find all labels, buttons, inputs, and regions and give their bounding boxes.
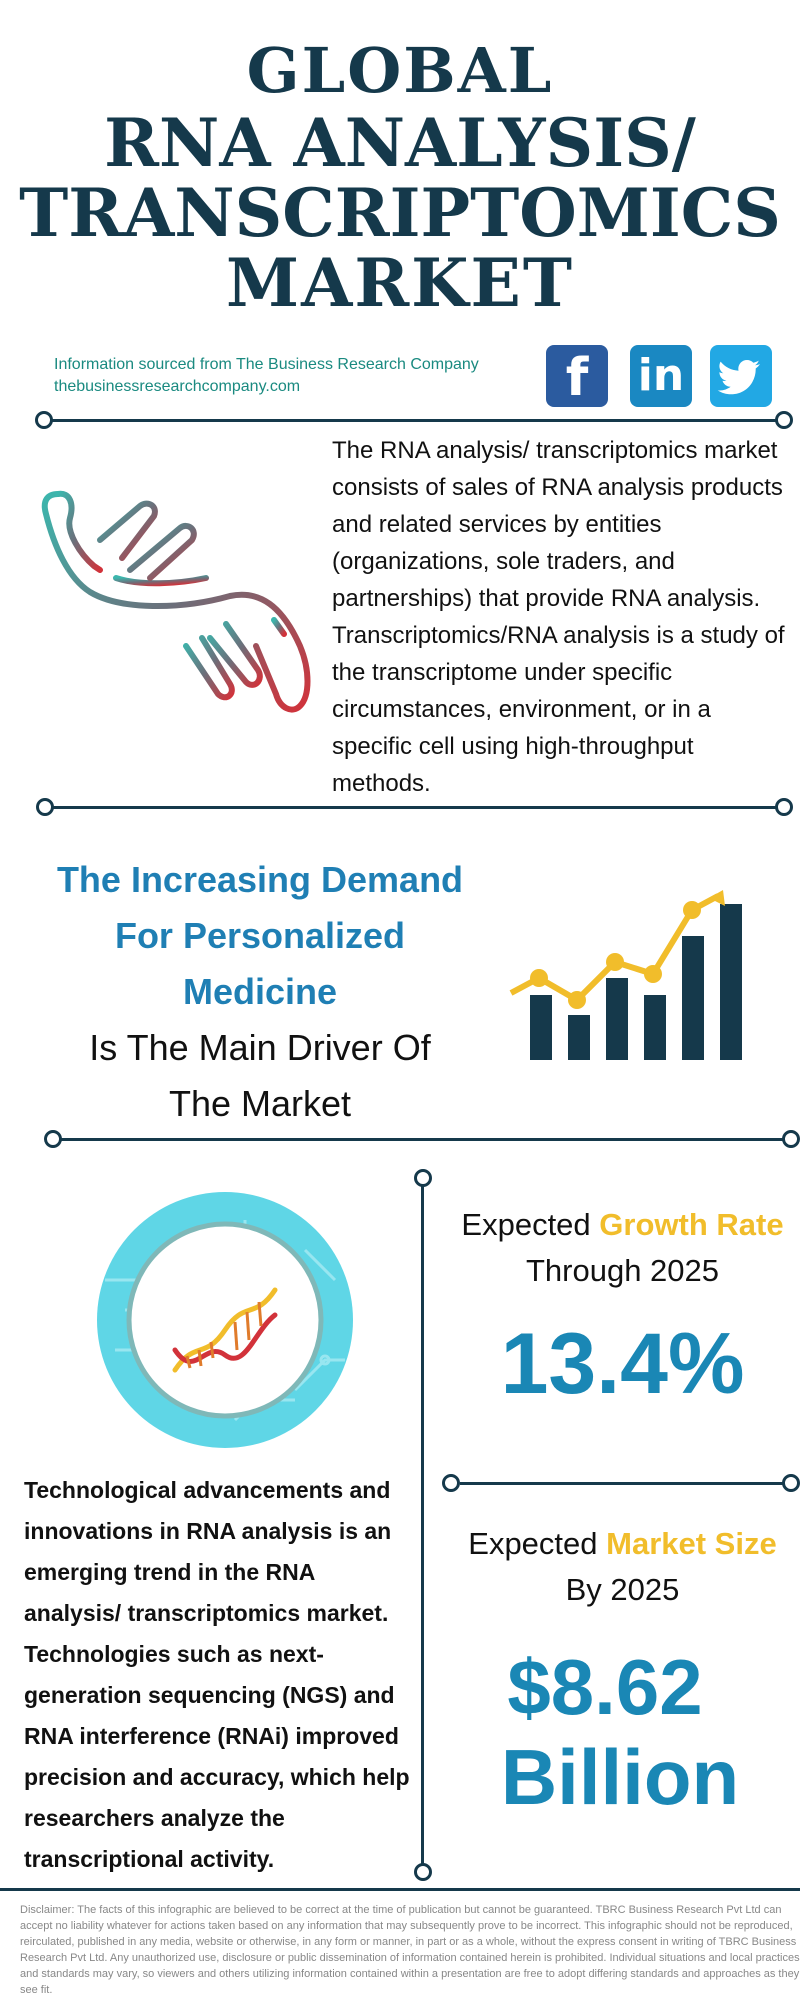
trend-paragraph: Technological advancements and innovatio… bbox=[24, 1477, 410, 1872]
market-size-period: By 2025 bbox=[565, 1572, 680, 1607]
vertical-divider-top-dot bbox=[414, 1169, 432, 1187]
growth-rate-period: Through 2025 bbox=[525, 1253, 720, 1288]
intro-paragraph: The RNA analysis/ transcriptomics market… bbox=[332, 437, 785, 797]
growth-rate-accent: Growth Rate bbox=[599, 1207, 784, 1242]
driver-line-4: Is The Main Driver Of bbox=[89, 1027, 431, 1068]
divider-3-left-dot bbox=[44, 1130, 62, 1148]
growth-chart-icon bbox=[509, 890, 742, 1060]
footer-divider bbox=[0, 1888, 800, 1891]
divider-4-left-dot bbox=[442, 1474, 460, 1492]
driver-line-3: Medicine bbox=[182, 971, 338, 1012]
divider-1-left-dot bbox=[35, 411, 53, 429]
driver-line-2: For Personalized bbox=[114, 915, 406, 956]
divider-2-left-dot bbox=[36, 798, 54, 816]
market-driver: The Increasing Demand For Personalized M… bbox=[40, 852, 480, 1132]
vertical-divider-bottom-dot bbox=[414, 1863, 432, 1881]
rna-strand-icon bbox=[41, 490, 311, 713]
disclaimer-text: Disclaimer: The facts of this infographi… bbox=[20, 1904, 800, 1996]
divider-4-right-dot bbox=[782, 1474, 800, 1492]
divider-1-right-dot bbox=[775, 411, 793, 429]
divider-4 bbox=[460, 1482, 790, 1485]
divider-3-right-dot bbox=[782, 1130, 800, 1148]
growth-rate-label: Expected Growth Rate bbox=[440, 1202, 800, 1248]
growth-rate-prefix: Expected bbox=[461, 1207, 600, 1242]
divider-1 bbox=[44, 419, 784, 422]
driver-line-5: The Market bbox=[168, 1083, 352, 1124]
growth-rate-value: 13.4% bbox=[500, 1316, 745, 1412]
vertical-divider bbox=[421, 1180, 424, 1875]
market-size-unit: Billion bbox=[500, 1733, 740, 1821]
source-company: Information sourced from The Business Re… bbox=[54, 356, 479, 373]
driver-line-1: The Increasing Demand bbox=[56, 859, 464, 900]
market-size-accent: Market Size bbox=[606, 1526, 777, 1561]
linkedin-icon[interactable]: in bbox=[630, 345, 692, 407]
divider-2-right-dot bbox=[775, 798, 793, 816]
facebook-icon[interactable]: f bbox=[546, 345, 608, 408]
title-line-2: RNA ANALYSIS/ bbox=[104, 104, 696, 182]
title-line-3: TRANSCRIPTOMICS bbox=[19, 174, 781, 252]
twitter-bird-icon bbox=[717, 360, 760, 395]
title-line-1: GLOBAL bbox=[246, 34, 554, 107]
market-size-label: Expected Market Size bbox=[440, 1521, 800, 1567]
title-line-4: MARKET bbox=[226, 244, 574, 322]
source-website[interactable]: thebusinessresearchcompany.com bbox=[54, 378, 301, 395]
divider-2 bbox=[46, 806, 784, 809]
source-info: Information sourced from The Business Re… bbox=[54, 354, 479, 398]
twitter-icon[interactable] bbox=[710, 345, 772, 407]
divider-3 bbox=[54, 1138, 792, 1141]
market-size-prefix: Expected bbox=[468, 1526, 607, 1561]
market-size-value: $8.62 bbox=[507, 1643, 703, 1731]
dna-helix-icon bbox=[97, 1192, 353, 1448]
